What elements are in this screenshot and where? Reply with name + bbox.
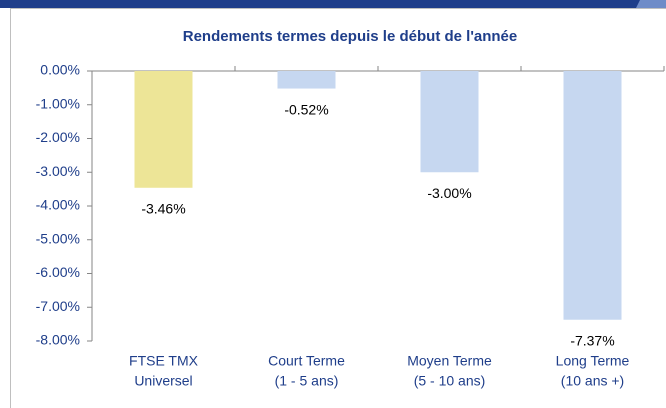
chart-frame — [10, 8, 666, 408]
x-tick-label: (5 - 10 ans) — [414, 373, 486, 389]
x-tick-label: (10 ans +) — [561, 373, 624, 389]
header-band — [0, 0, 666, 8]
x-tick-label: Universel — [134, 373, 192, 389]
x-tick-label: FTSE TMX — [129, 353, 199, 369]
y-tick-label: -8.00% — [36, 332, 80, 348]
chart-title: Rendements termes depuis le début de l'a… — [183, 28, 518, 45]
x-tick-label: Long Terme — [556, 353, 630, 369]
bar — [134, 71, 193, 188]
y-tick-label: -5.00% — [36, 230, 80, 246]
x-tick-label: (1 - 5 ans) — [275, 373, 339, 389]
y-tick-label: -4.00% — [36, 197, 80, 213]
header-accent — [636, 0, 666, 8]
y-tick-label: -7.00% — [36, 298, 80, 314]
bar — [277, 71, 336, 89]
x-tick-label: Court Terme — [268, 353, 345, 369]
y-tick-label: -3.00% — [36, 163, 80, 179]
y-tick-label: -6.00% — [36, 264, 80, 280]
y-tick-label: -1.00% — [36, 95, 80, 111]
y-tick-label: -2.00% — [36, 129, 80, 145]
data-label: -3.46% — [141, 200, 185, 216]
bar — [420, 71, 479, 173]
data-label: -0.52% — [284, 101, 328, 117]
bar — [563, 71, 622, 320]
data-label: -7.37% — [570, 332, 614, 348]
data-label: -3.00% — [427, 185, 471, 201]
y-tick-label: 0.00% — [40, 62, 80, 78]
x-tick-label: Moyen Terme — [407, 353, 492, 369]
